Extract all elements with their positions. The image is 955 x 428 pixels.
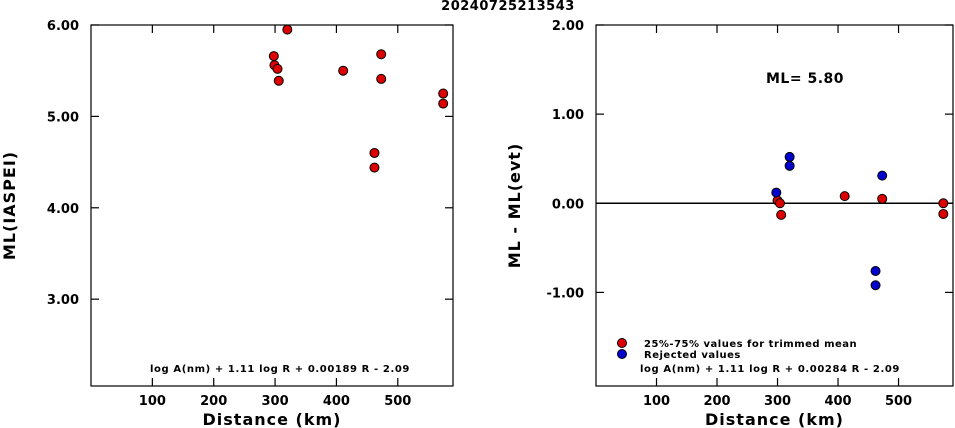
ml-value-label: ML= 5.80 <box>766 71 844 87</box>
x-tick-label: 500 <box>384 394 411 409</box>
data-point-accepted <box>438 98 449 109</box>
x-tick-label: 300 <box>261 394 288 409</box>
data-point-accepted <box>938 208 949 219</box>
y-tick-label: 5.00 <box>47 110 79 125</box>
y-tick-label: 2.00 <box>552 19 584 34</box>
plot-frame <box>595 24 954 387</box>
data-point-accepted <box>774 198 785 209</box>
data-point-rejected <box>784 160 795 171</box>
x-axis-label: Distance (km) <box>203 410 342 428</box>
data-point-rejected <box>870 280 881 291</box>
x-tick-label: 400 <box>824 394 851 409</box>
y-tick-label: 1.00 <box>552 108 584 123</box>
data-point-accepted <box>272 63 283 74</box>
x-tick-label: 300 <box>764 394 791 409</box>
data-point-accepted <box>839 191 850 202</box>
left-panel: 3.00 4.00 5.00 6.00 100 200 300 400 500 Distance … <box>0 19 454 428</box>
data-point-rejected <box>870 266 881 277</box>
legend-marker-rejected <box>617 349 627 359</box>
legend-label-rejected: Rejected values <box>644 350 741 361</box>
legend-marker-accepted <box>617 338 627 348</box>
y-tick-label: -1.00 <box>547 286 584 301</box>
legend-label-accepted: 25%-75% values for trimmed mean <box>644 339 857 350</box>
y-tick-label: 3.00 <box>47 293 79 308</box>
data-point-accepted <box>938 198 949 209</box>
data-point-rejected <box>771 187 782 198</box>
x-tick-label: 100 <box>643 394 670 409</box>
x-tick-label: 200 <box>703 394 730 409</box>
figure-title: 20240725213543 <box>441 0 575 14</box>
y-tick-label: 0.00 <box>552 197 584 212</box>
data-point-accepted <box>338 65 349 76</box>
x-tick-label: 100 <box>139 394 166 409</box>
formula-label: log A(nm) + 1.11 log R + 0.00189 R - 2.0… <box>150 364 410 375</box>
y-axis-label: ML - ML(evt) <box>505 143 524 269</box>
data-point-accepted <box>273 75 284 86</box>
data-point-rejected <box>784 151 795 162</box>
data-point-accepted <box>282 24 293 35</box>
data-point-accepted <box>376 73 387 84</box>
x-axis-label: Distance (km) <box>705 410 844 428</box>
data-point-accepted <box>776 209 787 220</box>
x-tick-label: 400 <box>323 394 350 409</box>
x-tick-label: 500 <box>885 394 912 409</box>
y-tick-label: 4.00 <box>47 202 79 217</box>
data-point-accepted <box>369 147 380 158</box>
y-axis-label: ML(IASPEI) <box>0 151 19 260</box>
data-point-accepted <box>369 162 380 173</box>
data-point-accepted <box>268 51 279 62</box>
data-point-rejected <box>877 170 888 181</box>
data-point-accepted <box>877 193 888 204</box>
right-panel: -1.00 0.00 1.00 2.00 100 200 300 400 500 Distance… <box>505 19 954 428</box>
plot-frame <box>90 24 454 387</box>
formula-label: log A(nm) + 1.11 log R + 0.00284 R - 2.0… <box>640 364 900 375</box>
y-tick-label: 6.00 <box>47 19 79 34</box>
data-point-accepted <box>376 49 387 60</box>
data-point-accepted <box>438 88 449 99</box>
x-tick-label: 200 <box>200 394 227 409</box>
